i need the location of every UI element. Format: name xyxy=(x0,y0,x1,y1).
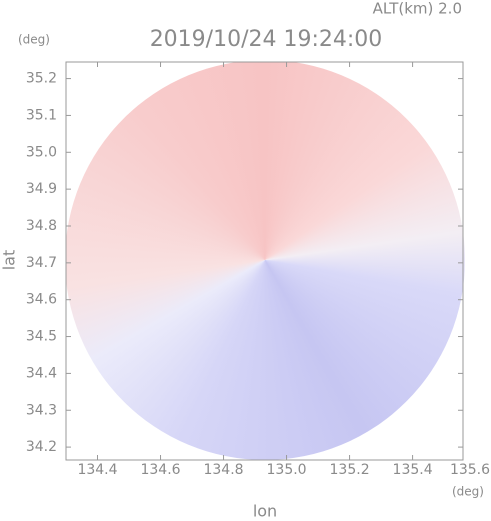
y-tick-label: 35.1 xyxy=(26,107,57,123)
chart-title: 2019/10/24 19:24:00 xyxy=(150,27,383,52)
x-tick-label: 135.6 xyxy=(450,462,490,478)
y-tick-label: 34.7 xyxy=(26,255,57,271)
x-tick-label: 134.4 xyxy=(77,462,117,478)
radar-field xyxy=(66,62,465,460)
x-tick-label: 134.6 xyxy=(140,462,180,478)
y-tick-label: 34.4 xyxy=(26,365,57,381)
y-tick-label: 35.2 xyxy=(26,71,57,87)
y-unit: (deg) xyxy=(18,33,50,47)
y-tick-label: 34.5 xyxy=(26,329,57,345)
y-tick-label: 34.9 xyxy=(26,181,57,197)
y-tick-label: 35.0 xyxy=(26,144,57,160)
x-tick-label: 135.0 xyxy=(267,462,307,478)
y-tick-label: 34.3 xyxy=(26,402,57,418)
y-tick-label: 34.8 xyxy=(26,218,57,234)
x-axis-label: lon xyxy=(253,502,277,521)
x-tick-label: 135.2 xyxy=(330,462,370,478)
x-unit: (deg) xyxy=(452,485,484,499)
y-axis-label: lat xyxy=(0,250,19,271)
y-tick-label: 34.6 xyxy=(26,292,57,308)
x-tick-label: 134.8 xyxy=(203,462,243,478)
altitude: ALT(km) 2.0 xyxy=(373,0,462,18)
y-tick-label: 34.2 xyxy=(26,439,57,455)
plot-frame xyxy=(65,61,464,461)
x-tick-label: 135.4 xyxy=(393,462,433,478)
